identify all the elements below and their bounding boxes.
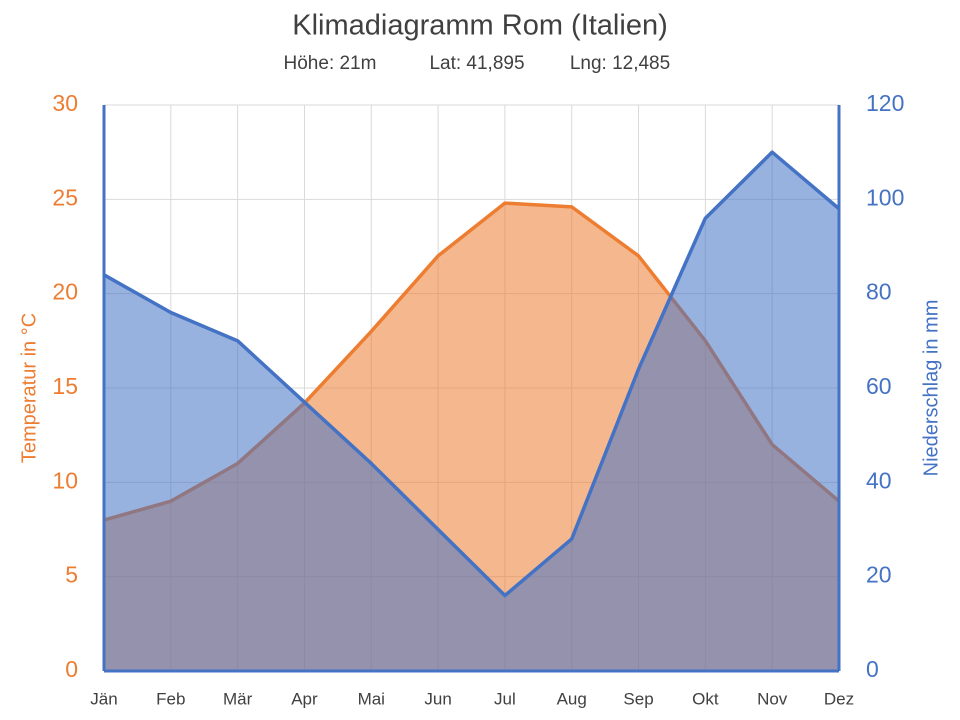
x-tick-label: Dez [824, 689, 854, 708]
x-tick-label: Jun [424, 689, 451, 708]
x-tick-label: Jul [494, 689, 516, 708]
x-tick-label: Okt [692, 689, 719, 708]
y2-axis-title: Niederschlag in mm [920, 300, 942, 477]
x-tick-label: Mär [223, 689, 253, 708]
x-tick-label: Aug [557, 689, 587, 708]
y-tick-label: 30 [52, 90, 78, 116]
y2-tick-label: 100 [866, 184, 904, 210]
x-tick-label: Feb [156, 689, 185, 708]
chart-title: Klimadiagramm Rom (Italien) [292, 10, 668, 42]
y-tick-label: 20 [52, 279, 78, 305]
y-tick-label: 25 [52, 184, 78, 210]
x-tick-label: Jän [90, 689, 117, 708]
y-axis-title: Temperatur in °C [18, 313, 40, 463]
y-tick-label: 15 [52, 373, 78, 399]
y2-tick-label: 80 [866, 279, 892, 305]
y2-tick-label: 20 [866, 562, 892, 588]
y2-tick-label: 40 [866, 467, 892, 493]
x-tick-label: Apr [291, 689, 318, 708]
y2-tick-label: 60 [866, 373, 892, 399]
x-tick-label: Nov [757, 689, 788, 708]
y2-tick-label: 0 [866, 656, 879, 682]
subtitle: Höhe: 21m [284, 53, 377, 74]
x-tick-label: Sep [623, 689, 653, 708]
area [104, 152, 839, 671]
subtitle: Lng: 12,485 [570, 53, 670, 74]
y2-tick-label: 120 [866, 90, 904, 116]
line [103, 150, 841, 598]
subtitle: Lat: 41,895 [429, 53, 524, 74]
x-tick-label: Mai [358, 689, 385, 708]
y-tick-label: 10 [52, 467, 78, 493]
y-tick-label: 0 [65, 656, 78, 682]
y-tick-label: 5 [65, 562, 78, 588]
